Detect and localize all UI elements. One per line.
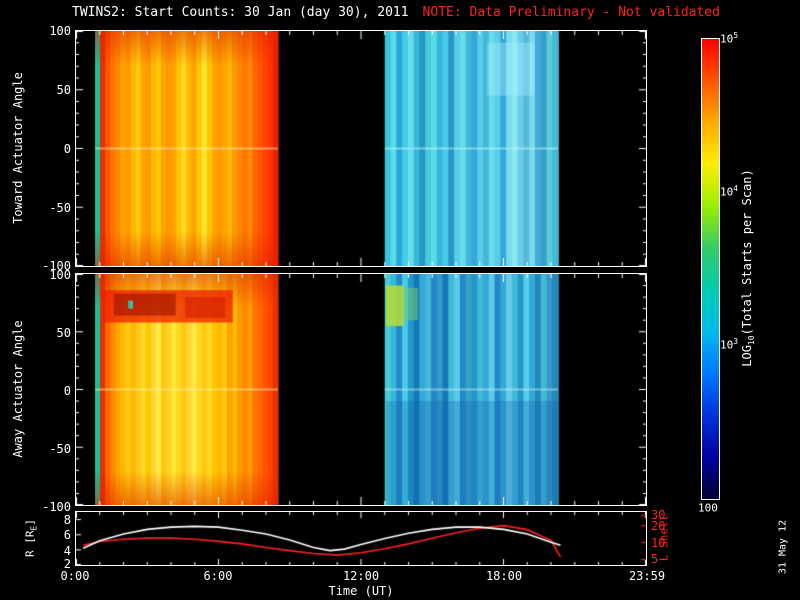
orbit-canvas xyxy=(76,512,646,565)
away-ytick-50: 50 xyxy=(56,326,71,340)
away-ytick-m50: -50 xyxy=(49,442,71,456)
date-stamp: 31 May 12 xyxy=(777,519,789,575)
orbit-panel xyxy=(75,511,647,566)
preliminary-note: NOTE: Data Preliminary - Not validated xyxy=(422,5,720,20)
r-ytick-2: 2 xyxy=(63,557,71,571)
title-bar: TWINS2: Start Counts: 30 Jan (day 30), 2… xyxy=(72,5,720,20)
lshell-tick-5: 5 xyxy=(651,552,659,566)
lshell-tick-20: 20 xyxy=(651,519,666,533)
xtick-0600: 6:00 xyxy=(203,569,233,583)
plot-title: TWINS2: Start Counts: 30 Jan (day 30), 2… xyxy=(72,5,409,20)
xtick-2359: 23:59 xyxy=(628,569,666,583)
colorbar xyxy=(701,38,720,500)
colorbar-tick-1e4: 104 xyxy=(720,184,739,199)
xtick-1200: 12:00 xyxy=(342,569,380,583)
r-ytick-4: 4 xyxy=(63,544,71,558)
away-ytick-100: 100 xyxy=(49,268,71,282)
xtick-1800: 18:00 xyxy=(485,569,523,583)
away-heatmap-panel xyxy=(75,273,647,506)
toward-axis-label: Toward Actuator Angle xyxy=(11,72,25,224)
colorbar-tick-1e5: 105 xyxy=(720,31,739,46)
toward-ytick-100: 100 xyxy=(49,24,71,38)
r-ytick-6: 6 xyxy=(63,528,71,542)
away-ytick-m100: -100 xyxy=(42,500,71,514)
colorbar-tick-1e3: 103 xyxy=(720,337,739,352)
away-ytick-0: 0 xyxy=(63,384,71,398)
toward-ytick-m100: -100 xyxy=(42,259,71,273)
toward-ytick-m50: -50 xyxy=(49,201,71,215)
time-axis-ticks: 0:00 6:00 12:00 18:00 23:59 xyxy=(61,569,666,583)
xtick-0000: 0:00 xyxy=(60,569,90,583)
lshell-tick-10: 10 xyxy=(651,536,666,550)
away-heatmap-canvas xyxy=(76,274,646,505)
r-axis-label: R [RE] xyxy=(23,519,39,557)
toward-ytick-0: 0 xyxy=(63,142,71,156)
time-axis-label: Time (UT) xyxy=(328,584,394,598)
toward-heatmap-panel xyxy=(75,30,647,267)
toward-heatmap-canvas xyxy=(76,31,646,266)
colorbar-tick-100: 100 xyxy=(698,501,718,515)
colorbar-label: LOG10(Total Starts per Scan) xyxy=(739,169,757,367)
toward-ytick-50: 50 xyxy=(56,83,71,97)
lshell-tick-30: 30 xyxy=(651,508,666,522)
away-axis-label: Away Actuator Angle xyxy=(11,320,25,458)
r-ytick-8: 8 xyxy=(63,513,71,527)
